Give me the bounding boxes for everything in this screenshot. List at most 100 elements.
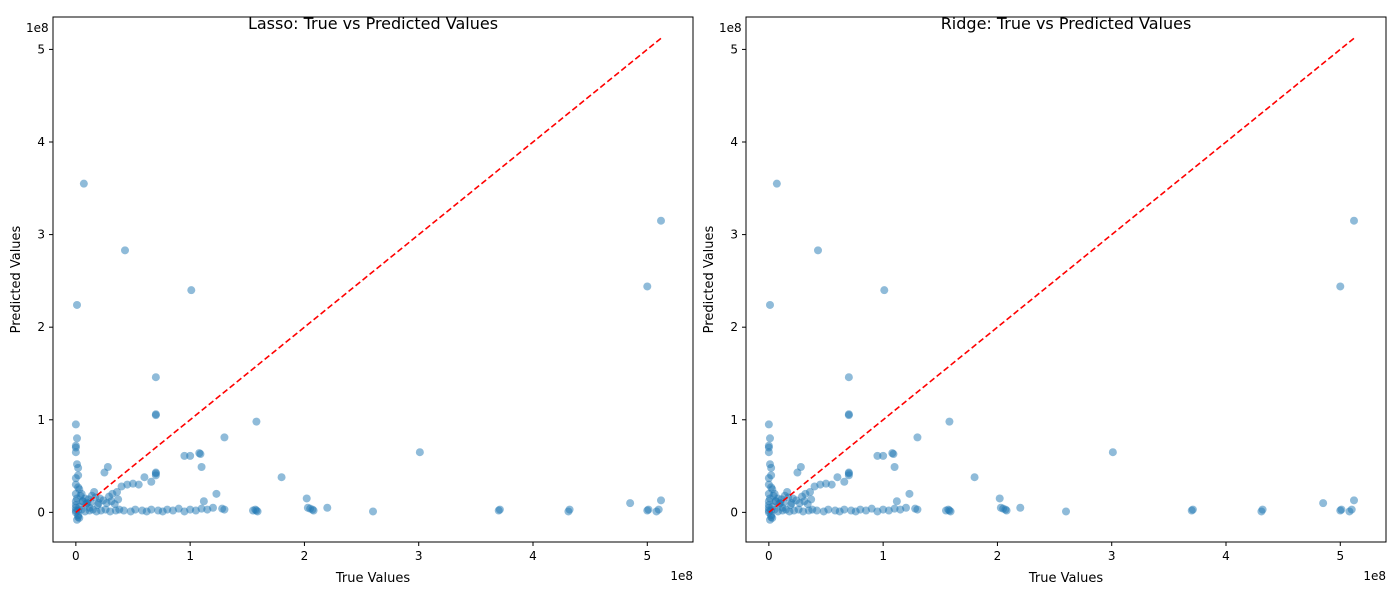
data-point <box>1016 503 1025 512</box>
y-tick-label: 2 <box>730 320 738 334</box>
data-point <box>767 511 776 520</box>
data-point <box>93 500 102 509</box>
data-point <box>113 488 121 496</box>
data-point <box>323 503 332 512</box>
data-point <box>220 433 229 442</box>
y-tick-label: 4 <box>37 135 45 149</box>
data-point <box>1350 216 1358 225</box>
data-point <box>643 282 652 291</box>
x-tick-label: 4 <box>529 549 537 563</box>
data-point <box>78 497 87 506</box>
data-point <box>913 433 922 442</box>
data-point <box>970 473 979 482</box>
data-point <box>252 417 261 426</box>
data-point <box>995 494 1004 503</box>
data-point <box>134 480 143 489</box>
y-tick-label: 4 <box>730 135 738 149</box>
y-tick-label: 1 <box>730 413 738 427</box>
data-point <box>565 505 574 514</box>
data-point <box>103 463 112 471</box>
data-point <box>196 450 205 459</box>
axes-frame <box>745 16 1387 543</box>
data-point <box>807 495 816 504</box>
scatter-points <box>71 179 665 524</box>
x-tick-label: 1 <box>879 549 887 563</box>
data-point <box>844 411 853 420</box>
data-point <box>771 497 780 506</box>
data-point <box>71 474 80 483</box>
y-tick-label: 3 <box>730 228 738 242</box>
data-point <box>654 505 663 514</box>
data-point <box>495 505 504 514</box>
x-offset-label: 1e8 <box>670 569 693 583</box>
data-point <box>833 473 842 482</box>
data-point <box>880 286 889 295</box>
data-point <box>220 505 229 514</box>
data-point <box>151 411 160 420</box>
data-point <box>199 497 208 506</box>
lasso-subplot: 0 1 2 3 4 5 0 1 2 3 4 5 1e8 1e8 Lasso: True vs Predict… <box>9 14 694 586</box>
data-point <box>180 451 189 460</box>
data-point <box>824 505 833 514</box>
x-tick-label: 1 <box>186 549 194 563</box>
x-axis-label: True Values <box>335 571 410 586</box>
x-tick-label: 0 <box>765 549 773 563</box>
data-point <box>643 506 652 515</box>
x-tick-label: 0 <box>72 549 80 563</box>
y-offset-label: 1e8 <box>719 21 742 35</box>
data-point <box>626 499 635 508</box>
data-point <box>840 505 849 514</box>
x-tick-label: 4 <box>1222 549 1230 563</box>
data-point <box>1002 506 1011 515</box>
data-point <box>212 489 221 498</box>
x-tick-label: 3 <box>415 549 423 563</box>
data-point <box>764 420 773 429</box>
data-point <box>840 477 849 486</box>
data-point <box>772 179 781 188</box>
data-point <box>151 471 160 480</box>
y-tick-label: 1 <box>37 413 45 427</box>
data-point <box>1188 505 1197 514</box>
data-point <box>946 507 955 516</box>
data-point <box>131 505 140 514</box>
data-point <box>889 450 898 459</box>
y-offset-label: 1e8 <box>26 21 49 35</box>
data-point <box>812 506 821 515</box>
data-point <box>764 448 773 457</box>
data-point <box>764 474 773 483</box>
data-point <box>187 286 196 295</box>
data-point <box>114 495 123 504</box>
x-tick-label: 3 <box>1108 549 1116 563</box>
x-tick-label: 5 <box>1336 549 1344 563</box>
data-point <box>1336 506 1345 515</box>
data-point <box>913 505 922 514</box>
data-point <box>147 505 156 514</box>
data-point <box>147 477 156 486</box>
data-point <box>415 448 424 457</box>
data-point <box>767 483 776 492</box>
data-point <box>277 473 286 482</box>
y-axis-label: Predicted Values <box>9 225 24 333</box>
data-point <box>119 506 128 515</box>
data-point <box>74 463 83 472</box>
y-tick-label: 0 <box>730 505 738 519</box>
data-point <box>879 451 888 460</box>
data-point <box>796 463 805 471</box>
data-point <box>1319 499 1328 508</box>
data-point <box>151 373 160 382</box>
y-tick-label: 0 <box>37 505 45 519</box>
data-point <box>766 300 774 309</box>
data-point <box>827 480 836 489</box>
data-point <box>79 179 88 188</box>
y-tick-label: 5 <box>730 42 738 56</box>
x-offset-label: 1e8 <box>1363 569 1386 583</box>
data-point <box>905 489 914 498</box>
ridge-subplot: 0 1 2 3 4 5 0 1 2 3 4 5 1e8 1e8 Ridge: True vs Predict… <box>702 14 1387 586</box>
data-point <box>766 434 774 443</box>
y-tick-label: 5 <box>37 42 45 56</box>
data-point <box>890 463 899 471</box>
data-point <box>74 511 83 520</box>
data-point <box>121 246 129 255</box>
